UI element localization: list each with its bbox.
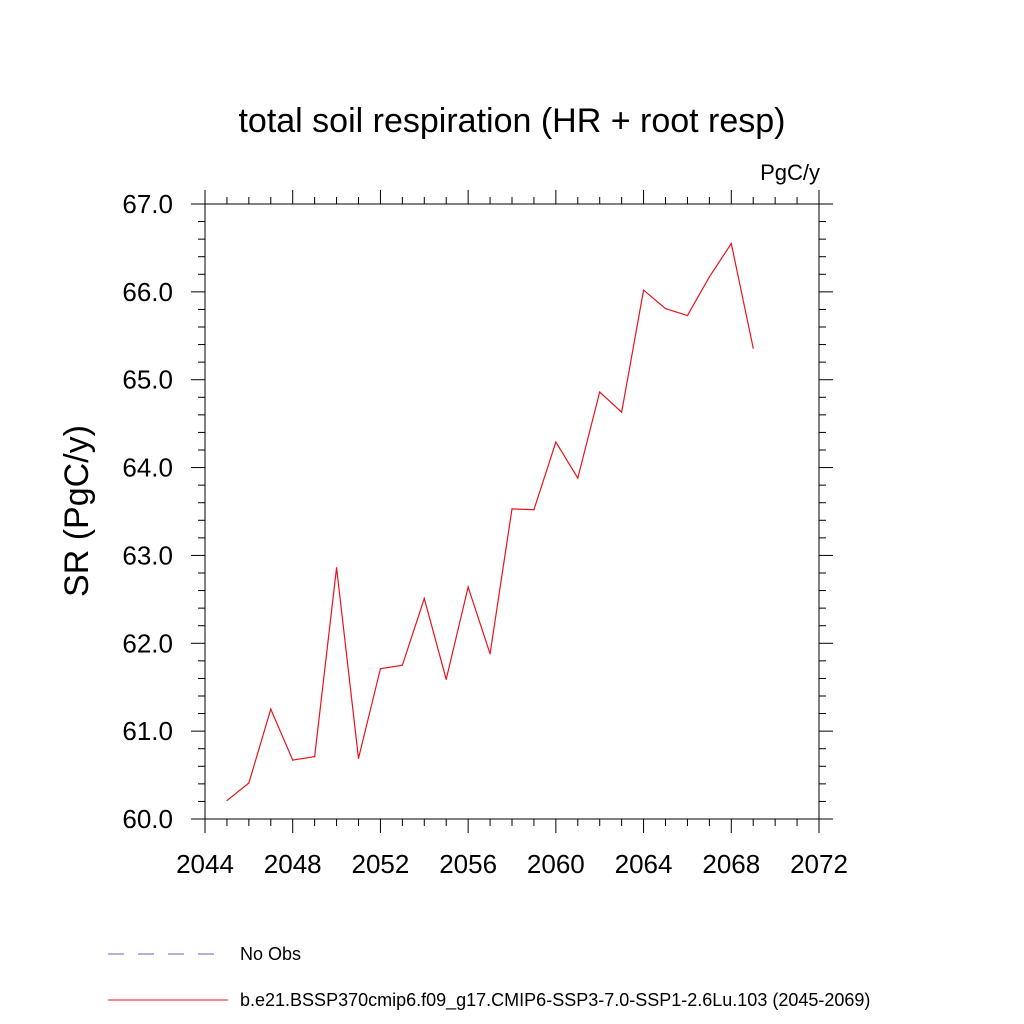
data-point xyxy=(511,508,513,510)
data-point xyxy=(292,759,294,761)
data-point xyxy=(752,347,754,349)
y-tick-label: 66.0 xyxy=(122,277,173,307)
data-point xyxy=(621,411,623,413)
x-tick-label: 2048 xyxy=(264,849,322,879)
x-tick-label: 2044 xyxy=(176,849,234,879)
data-point xyxy=(270,708,272,710)
data-point xyxy=(467,586,469,588)
x-tick-label: 2052 xyxy=(352,849,410,879)
x-tick-label: 2064 xyxy=(615,849,673,879)
data-point xyxy=(226,799,228,802)
axes: 2044 2048 2052 2056 2060 2064 2068 2072 60.0 61.0… xyxy=(122,189,848,879)
data-point xyxy=(642,289,645,291)
y-tick-label: 64.0 xyxy=(122,453,173,483)
data-point xyxy=(314,756,316,758)
x-tick-label: 2056 xyxy=(439,849,497,879)
y-tick-label: 63.0 xyxy=(122,540,173,570)
data-point xyxy=(730,242,732,245)
y-tick-label: 67.0 xyxy=(122,189,173,219)
y-tick-label: 61.0 xyxy=(122,716,173,746)
data-point xyxy=(686,314,689,317)
x-tick-label: 2060 xyxy=(527,849,585,879)
legend: No Obs b.e21.BSSP370cmip6.f09_g17.CMIP6-… xyxy=(108,944,870,1011)
y-axis-label: SR (PgC/y) xyxy=(58,425,96,597)
data-point xyxy=(335,567,338,569)
chart-title: total soil respiration (HR + root resp) xyxy=(238,102,785,140)
units-label: PgC/y xyxy=(760,160,820,185)
data-point xyxy=(599,391,601,393)
x-tick-label: 2072 xyxy=(790,849,848,879)
data-point xyxy=(423,597,425,600)
data-point xyxy=(533,509,535,511)
data-point xyxy=(708,276,710,278)
data-point xyxy=(489,653,491,655)
series-line xyxy=(226,242,754,802)
data-point xyxy=(248,782,250,784)
data-point xyxy=(445,678,447,680)
y-tick-label: 65.0 xyxy=(122,365,173,395)
data-point xyxy=(401,664,403,666)
data-point xyxy=(577,477,579,479)
legend-label-no-obs: No Obs xyxy=(240,944,301,964)
data-point xyxy=(357,757,360,759)
data-point xyxy=(664,307,667,310)
x-tick-label: 2068 xyxy=(702,849,760,879)
data-point xyxy=(555,441,557,443)
y-tick-label: 60.0 xyxy=(122,804,173,834)
series-layer xyxy=(226,242,754,802)
y-tick-label: 62.0 xyxy=(122,628,173,658)
legend-label-model-run: b.e21.BSSP370cmip6.f09_g17.CMIP6-SSP3-7.… xyxy=(240,990,870,1011)
data-point xyxy=(379,668,382,670)
